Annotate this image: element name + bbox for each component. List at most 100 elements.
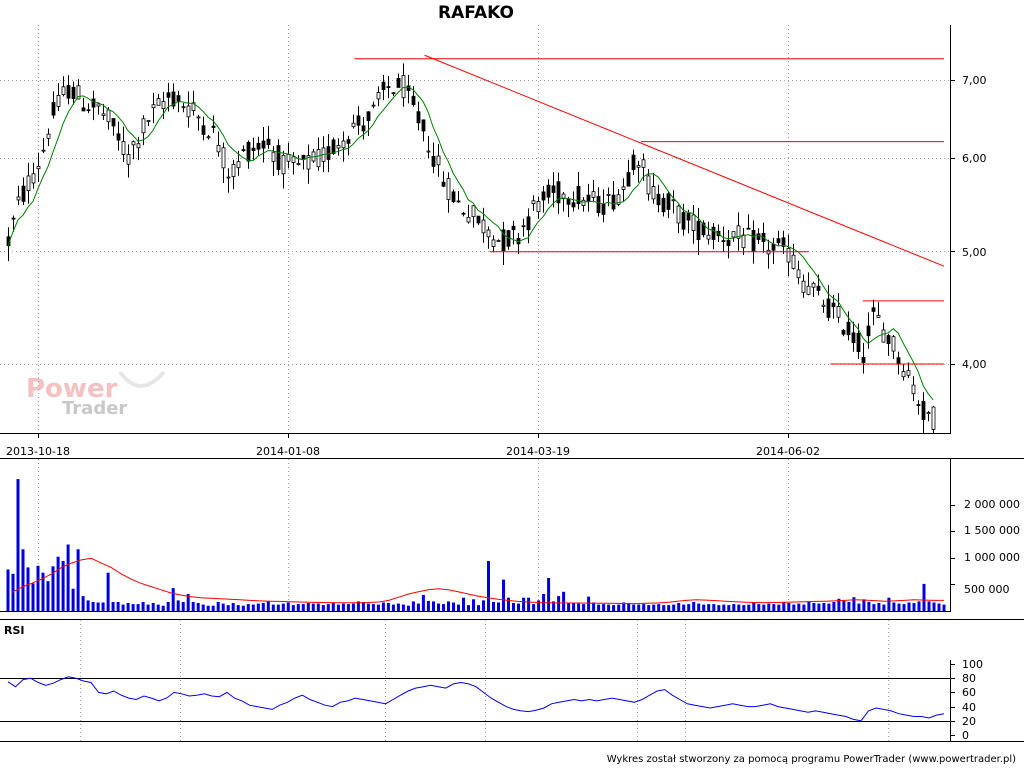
candle [746,214,751,230]
candle [231,159,236,190]
volume-bar [16,479,20,611]
candle-body [81,107,86,112]
candle-body [576,185,581,205]
candle-body [181,106,186,109]
candle [71,81,76,105]
chart-title: RAFAKO [438,3,514,23]
candle-body [101,113,106,116]
candle-body [331,139,336,155]
candle [611,181,616,212]
volume-bar [301,604,305,611]
candle-body [66,85,71,99]
volume-bar [356,601,360,611]
candle-body [786,247,791,263]
candle-body [26,175,31,192]
candle-body [201,125,206,135]
candle-body [236,161,241,169]
candle [131,140,136,160]
volume-bar [657,604,661,611]
candle [51,91,56,119]
candle [431,142,436,174]
candle [446,172,451,213]
candle [841,329,846,337]
candle-body [831,302,836,308]
volume-bar [6,569,10,611]
volume-bar [702,604,706,611]
candle-body [881,329,886,343]
candle [591,180,596,203]
candle [16,185,21,206]
candle-body [441,181,446,187]
candle [626,159,631,187]
candle [436,144,441,177]
volume-bar [351,603,355,611]
volume-bar [747,604,751,611]
volume-bar [927,601,931,611]
candle-body [436,155,441,166]
candle [916,400,921,415]
volume-bar [281,603,285,611]
volume-bar [91,602,95,611]
candle [906,362,911,378]
candle [861,342,866,374]
candle [476,215,481,225]
volume-bar [837,598,841,611]
volume-bar [106,572,110,611]
candle [511,220,516,245]
volume-bar [617,604,621,611]
volume-bar [737,604,741,611]
volume-bar [256,603,260,611]
candle-body [141,118,146,134]
candle [306,144,311,184]
volume-bar [381,602,385,611]
candle [811,281,816,298]
candle-body [151,104,156,109]
candle-body [791,254,796,269]
volume-bar [547,578,551,611]
candle [871,299,876,326]
candle [361,116,366,140]
candle [151,92,156,124]
volume-bar [271,604,275,611]
volume-average-line [11,557,944,605]
candle-body [731,231,736,238]
candle-body [391,92,396,95]
candle [81,97,86,112]
volume-bar [146,604,150,611]
volume-y-tick-label: 1 500 000 [964,524,1020,537]
volume-bar [416,603,420,611]
candle [706,221,711,245]
volume-bar [306,603,310,611]
candle-body [606,194,611,196]
volume-bar [276,604,280,611]
volume-bar [937,603,941,611]
candle-body [596,195,601,214]
candle [456,191,461,203]
volume-bar [462,597,465,611]
volume-bar [376,604,380,611]
candle-body [261,140,266,149]
candle [21,177,26,205]
candle-body [751,229,756,252]
volume-bar [386,603,390,611]
candle-body [586,194,591,202]
volume-bar [852,597,856,611]
candle-body [846,321,851,336]
candle [691,204,696,244]
candle-body [291,156,296,163]
candle-body [621,186,626,190]
candle [696,207,701,256]
candle [796,260,801,285]
candle [61,76,66,97]
candle [496,239,501,242]
price-y-tick-label: 7,00 [962,74,987,87]
candle-body [421,119,426,132]
volume-bar [452,602,455,611]
volume-bar [742,605,746,611]
candle-body [46,133,51,139]
candle-body [276,145,281,170]
candle-body [356,115,361,126]
volume-bar [727,605,731,611]
candle [126,144,131,178]
candle-body [726,239,731,247]
